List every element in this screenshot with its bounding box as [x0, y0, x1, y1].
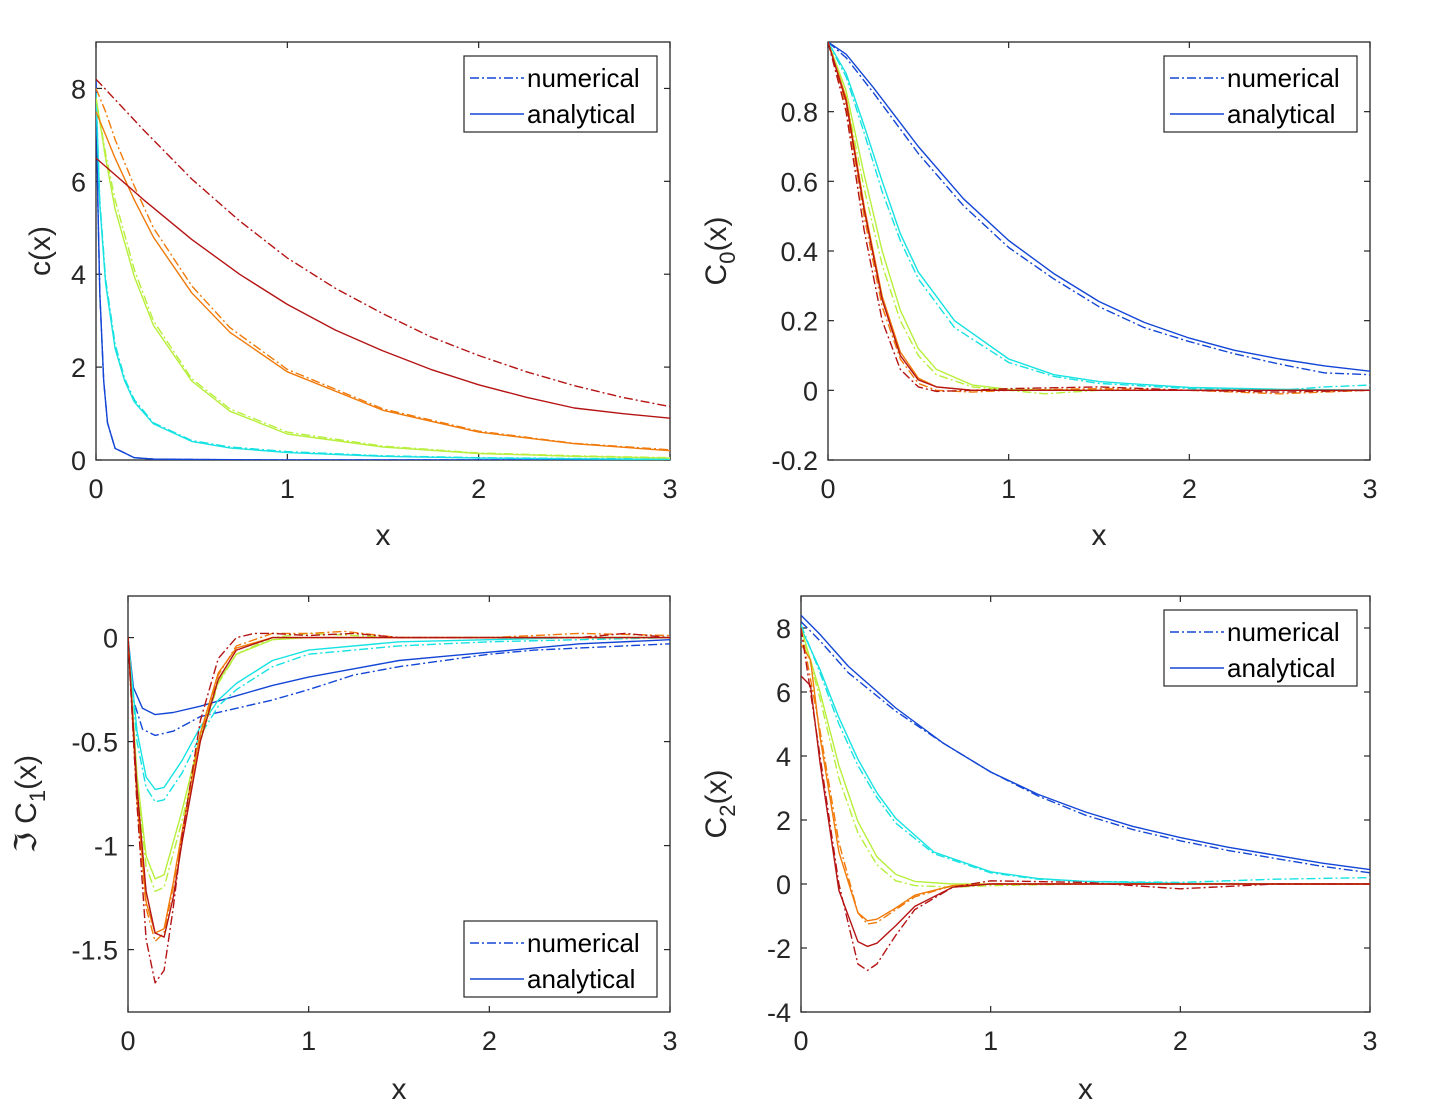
y-tick-label: 8: [71, 74, 86, 104]
y-tick-label: 2: [71, 353, 86, 383]
analytical-series-line: [96, 111, 670, 452]
chart-panel-3: 0 1 2 3 -1.5 -1 -0.5 0 x ℑ C1(x) numerical analytic…: [10, 595, 678, 1106]
legend-label-numerical: numerical: [527, 63, 640, 93]
y-tick-label: 0: [776, 870, 791, 900]
numerical-series-line: [128, 637, 670, 737]
legend-box: [463, 920, 658, 998]
x-axis-label: x: [1092, 519, 1107, 552]
x-axis-label: x: [392, 1073, 407, 1106]
legend-label-analytical: analytical: [1227, 99, 1335, 129]
analytical-series-line: [96, 79, 670, 460]
y-tick-label: -1.5: [71, 936, 118, 966]
legend-label-numerical: numerical: [527, 928, 640, 958]
chart-panel-4: 0 1 2 3 -4 -2 0 2 4 6 8 x C2(x) numerical analytical: [700, 595, 1378, 1106]
y-tick-label: -1: [94, 832, 118, 862]
x-tick-label: 1: [1001, 474, 1016, 504]
y-tick-label: 4: [71, 260, 86, 290]
y-tick-label: 0: [103, 624, 118, 654]
x-tick-label: 0: [793, 1026, 808, 1056]
x-tick-label: 2: [1173, 1026, 1188, 1056]
legend-box: [1163, 55, 1358, 133]
analytical-series-line: [128, 636, 670, 938]
y-tick-label: -0.5: [71, 728, 118, 758]
x-tick-label: 0: [820, 474, 835, 504]
y-tick-label: 0: [71, 446, 86, 476]
numerical-series-line: [96, 88, 670, 451]
legend-label-numerical: numerical: [1227, 63, 1340, 93]
y-tick-label: 0.6: [780, 167, 818, 197]
analytical-series-line: [96, 157, 670, 419]
legend-label-numerical: numerical: [1227, 617, 1340, 647]
legend-label-analytical: analytical: [527, 964, 635, 994]
analytical-series-line: [801, 614, 1370, 871]
series-group: [801, 614, 1370, 972]
legend: numerical analytical: [463, 55, 658, 133]
x-tick-label: 2: [471, 474, 486, 504]
x-tick-label: 2: [482, 1026, 497, 1056]
x-tick-label: 0: [88, 474, 103, 504]
series-group: [128, 630, 670, 984]
series-group: [96, 78, 670, 460]
x-axis-label: x: [376, 519, 391, 552]
y-tick-label: 0.2: [780, 307, 818, 337]
x-tick-label: 3: [1362, 1026, 1377, 1056]
analytical-series-line: [828, 42, 1370, 372]
x-axis-label: x: [1078, 1073, 1093, 1106]
numerical-series-line: [128, 636, 670, 803]
x-tick-label: 0: [120, 1026, 135, 1056]
series-group: [828, 42, 1370, 395]
x-tick-label: 2: [1182, 474, 1197, 504]
x-tick-label: 1: [301, 1026, 316, 1056]
legend-label-analytical: analytical: [1227, 653, 1335, 683]
y-tick-label: 4: [776, 742, 791, 772]
analytical-series-line: [96, 97, 670, 459]
analytical-series-line: [801, 675, 1370, 948]
legend-box: [1163, 609, 1358, 687]
numerical-series-line: [828, 42, 1370, 376]
y-tick-label: -0.2: [771, 446, 818, 476]
y-tick-label: -4: [767, 998, 791, 1028]
x-tick-label: 3: [662, 1026, 677, 1056]
y-axis-label: C0(x): [700, 217, 740, 286]
analytical-series-line: [128, 637, 670, 716]
y-tick-label: 6: [776, 678, 791, 708]
y-tick-label: 6: [71, 167, 86, 197]
numerical-series-line: [96, 78, 670, 408]
y-axis-label: c(x): [24, 226, 57, 276]
y-tick-label: -2: [767, 934, 791, 964]
legend: numerical analytical: [463, 920, 658, 998]
legend: numerical analytical: [1163, 609, 1358, 687]
chart-panel-2: 0 1 2 3-0.200.20.40.60.8xC0(x)numericalanal…: [700, 41, 1378, 552]
x-tick-label: 1: [280, 474, 295, 504]
analytical-series-line: [828, 42, 1370, 391]
x-tick-label: 3: [1362, 474, 1377, 504]
y-tick-label: 0: [803, 376, 818, 406]
y-tick-label: 0.8: [780, 98, 818, 128]
legend-label-analytical: analytical: [527, 99, 635, 129]
analytical-series-line: [96, 93, 670, 460]
analytical-series-line: [128, 636, 670, 791]
y-tick-label: 0.4: [780, 237, 818, 267]
x-tick-label: 1: [983, 1026, 998, 1056]
numerical-series-line: [828, 42, 1370, 395]
y-tick-label: 8: [776, 614, 791, 644]
y-axis-label: ℑ C1(x): [10, 755, 50, 853]
chart-panel-1: 0 1 2 3 0 2 4 6 8 x c(x) numerical analytical: [24, 41, 678, 552]
numerical-series-line: [801, 621, 1370, 874]
analytical-series-line: [828, 42, 1370, 391]
x-tick-label: 3: [662, 474, 677, 504]
legend-box: [463, 55, 658, 133]
numerical-series-line: [801, 624, 1370, 884]
legend: numerical analytical: [1163, 55, 1358, 133]
y-tick-label: 2: [776, 806, 791, 836]
y-axis-label: C2(x): [700, 770, 740, 839]
